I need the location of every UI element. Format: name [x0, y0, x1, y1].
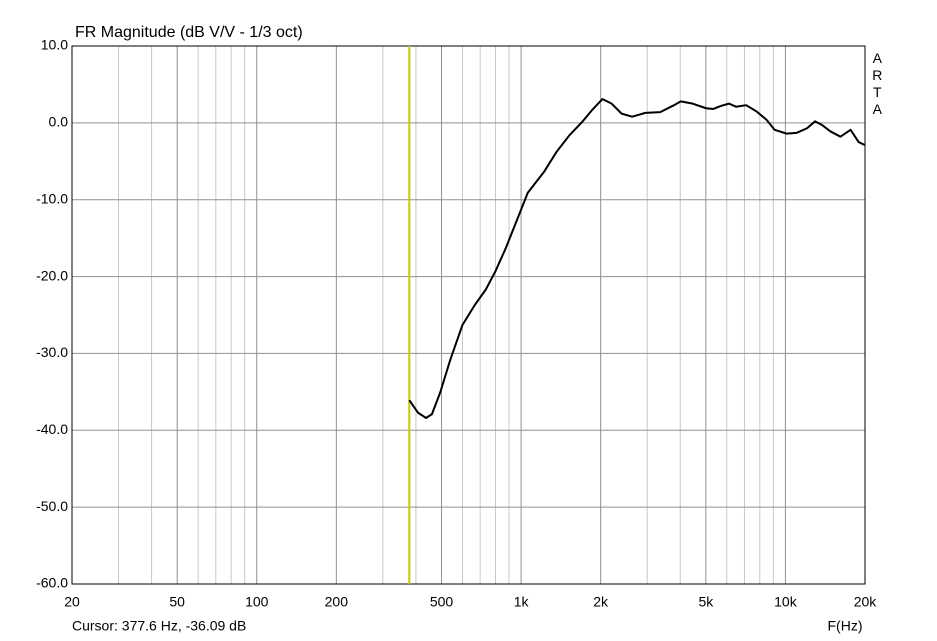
- cursor-readout: Cursor: 377.6 Hz, -36.09 dB: [72, 618, 246, 634]
- chart-title: FR Magnitude (dB V/V - 1/3 oct): [75, 24, 303, 41]
- y-tick-label: -20.0: [36, 267, 68, 283]
- y-tick-label: -60.0: [36, 575, 68, 591]
- x-tick-label: 500: [430, 594, 454, 610]
- x-tick-label: 20k: [854, 594, 878, 610]
- x-tick-label: 20: [64, 594, 80, 610]
- y-tick-label: -10.0: [36, 190, 68, 206]
- x-axis-label: F(Hz): [828, 618, 863, 634]
- y-tick-label: -30.0: [36, 344, 68, 360]
- x-tick-label: 50: [169, 594, 185, 610]
- y-tick-label: -50.0: [36, 498, 68, 514]
- x-tick-label: 100: [245, 594, 269, 610]
- x-tick-label: 5k: [698, 594, 714, 610]
- watermark: ARTA: [869, 50, 885, 118]
- x-tick-label: 200: [325, 594, 349, 610]
- x-tick-label: 2k: [593, 594, 609, 610]
- x-tick-label: 1k: [514, 594, 530, 610]
- y-tick-label: 10.0: [41, 37, 68, 53]
- x-tick-label: 10k: [774, 594, 798, 610]
- plot-frame: [71, 45, 866, 585]
- y-tick-label: 0.0: [49, 114, 69, 130]
- y-tick-label: -40.0: [36, 421, 68, 437]
- fr-curve: [408, 98, 866, 419]
